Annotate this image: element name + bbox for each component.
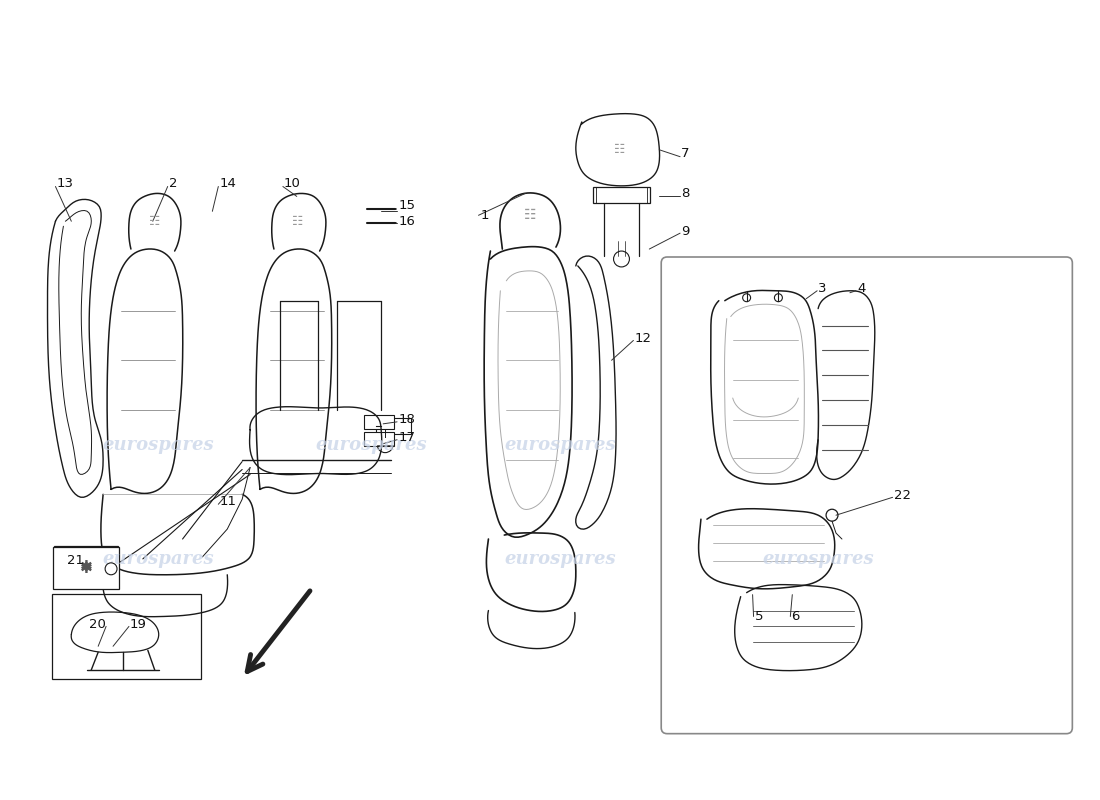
Text: ☷: ☷ — [150, 214, 161, 228]
Circle shape — [377, 437, 393, 453]
Text: 10: 10 — [284, 177, 300, 190]
Text: ☷: ☷ — [293, 214, 304, 228]
Bar — [364, 432, 394, 446]
FancyBboxPatch shape — [53, 594, 201, 679]
Text: 3: 3 — [818, 282, 826, 295]
Text: 2: 2 — [168, 177, 177, 190]
Text: ☷: ☷ — [524, 208, 537, 222]
Text: eurospares: eurospares — [504, 436, 616, 454]
Bar — [376, 418, 411, 434]
Text: eurospares: eurospares — [504, 550, 616, 568]
Text: 14: 14 — [219, 177, 236, 190]
Circle shape — [614, 251, 629, 267]
Text: 4: 4 — [858, 282, 866, 295]
Text: eurospares: eurospares — [316, 436, 427, 454]
Text: 15: 15 — [398, 199, 415, 212]
Text: ✱: ✱ — [80, 562, 92, 576]
Text: 7: 7 — [681, 147, 690, 160]
Text: 17: 17 — [398, 431, 415, 444]
Text: ☷: ☷ — [614, 143, 625, 156]
Text: eurospares: eurospares — [102, 436, 213, 454]
Circle shape — [774, 294, 782, 302]
Text: 19: 19 — [130, 618, 146, 631]
Text: eurospares: eurospares — [762, 550, 873, 568]
FancyBboxPatch shape — [55, 546, 118, 588]
Text: 9: 9 — [681, 225, 690, 238]
Text: ✱: ✱ — [80, 559, 92, 574]
Text: 21: 21 — [67, 554, 85, 567]
Text: 18: 18 — [398, 414, 415, 426]
Bar — [593, 187, 650, 203]
Bar — [364, 415, 394, 429]
Text: 1: 1 — [481, 209, 490, 222]
FancyBboxPatch shape — [661, 257, 1072, 734]
Bar — [54, 547, 119, 589]
Text: eurospares: eurospares — [102, 550, 213, 568]
Text: 12: 12 — [635, 332, 651, 345]
Text: 22: 22 — [893, 489, 911, 502]
Text: 20: 20 — [89, 618, 106, 631]
Circle shape — [742, 294, 750, 302]
Text: 13: 13 — [56, 177, 74, 190]
Circle shape — [106, 563, 117, 574]
Text: 6: 6 — [791, 610, 800, 623]
Circle shape — [826, 510, 838, 521]
Text: 11: 11 — [219, 494, 236, 508]
Text: 16: 16 — [398, 214, 415, 228]
Text: 5: 5 — [755, 610, 763, 623]
Text: 8: 8 — [681, 187, 690, 200]
